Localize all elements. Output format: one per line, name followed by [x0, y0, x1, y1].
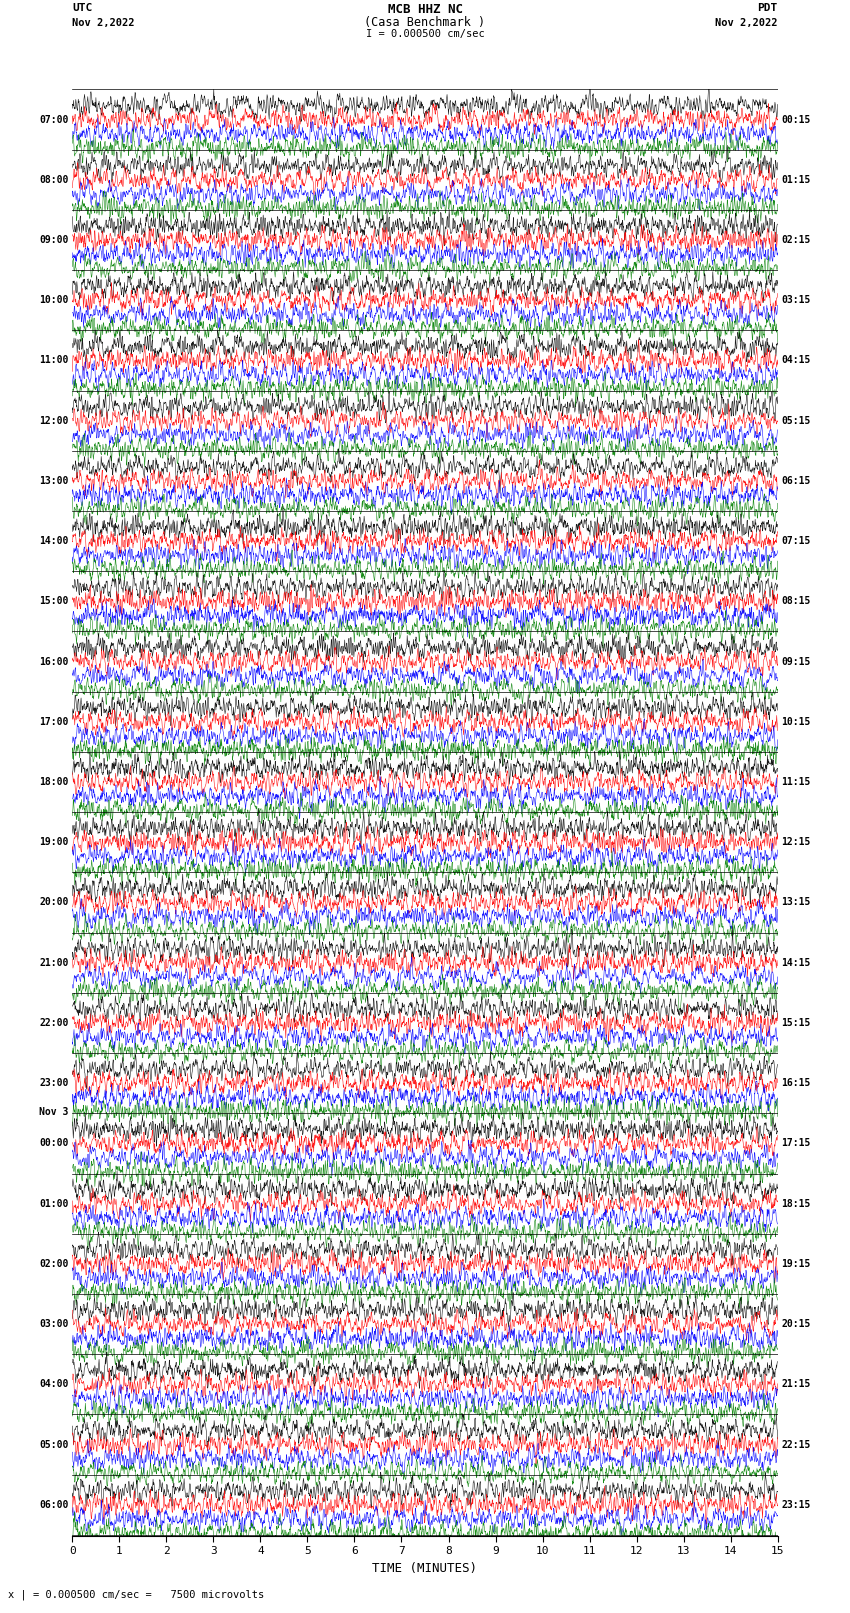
Text: 19:15: 19:15: [781, 1258, 811, 1269]
Text: 02:15: 02:15: [781, 235, 811, 245]
Text: 10:15: 10:15: [781, 716, 811, 727]
Text: 23:00: 23:00: [39, 1077, 69, 1089]
Text: 07:15: 07:15: [781, 536, 811, 547]
Text: UTC: UTC: [72, 3, 93, 13]
Text: 23:15: 23:15: [781, 1500, 811, 1510]
Text: 06:15: 06:15: [781, 476, 811, 486]
Text: 20:00: 20:00: [39, 897, 69, 908]
Text: 22:00: 22:00: [39, 1018, 69, 1027]
Text: 05:15: 05:15: [781, 416, 811, 426]
Text: 09:15: 09:15: [781, 656, 811, 666]
Text: 06:00: 06:00: [39, 1500, 69, 1510]
Text: 16:15: 16:15: [781, 1077, 811, 1089]
Text: 17:15: 17:15: [781, 1139, 811, 1148]
X-axis label: TIME (MINUTES): TIME (MINUTES): [372, 1561, 478, 1574]
Text: 14:15: 14:15: [781, 958, 811, 968]
Text: 07:00: 07:00: [39, 115, 69, 124]
Text: x | = 0.000500 cm/sec =   7500 microvolts: x | = 0.000500 cm/sec = 7500 microvolts: [8, 1589, 264, 1600]
Text: Nov 3: Nov 3: [39, 1108, 69, 1118]
Text: 10:00: 10:00: [39, 295, 69, 305]
Text: 13:00: 13:00: [39, 476, 69, 486]
Text: 11:15: 11:15: [781, 777, 811, 787]
Text: PDT: PDT: [757, 3, 778, 13]
Text: (Casa Benchmark ): (Casa Benchmark ): [365, 16, 485, 29]
Text: 04:00: 04:00: [39, 1379, 69, 1389]
Text: 21:00: 21:00: [39, 958, 69, 968]
Text: 18:00: 18:00: [39, 777, 69, 787]
Text: 14:00: 14:00: [39, 536, 69, 547]
Text: MCB HHZ NC: MCB HHZ NC: [388, 3, 462, 16]
Text: 05:00: 05:00: [39, 1439, 69, 1450]
Text: 20:15: 20:15: [781, 1319, 811, 1329]
Text: 16:00: 16:00: [39, 656, 69, 666]
Text: 01:00: 01:00: [39, 1198, 69, 1208]
Text: 12:00: 12:00: [39, 416, 69, 426]
Text: 00:15: 00:15: [781, 115, 811, 124]
Text: I = 0.000500 cm/sec: I = 0.000500 cm/sec: [366, 29, 484, 39]
Text: 09:00: 09:00: [39, 235, 69, 245]
Text: 22:15: 22:15: [781, 1439, 811, 1450]
Text: 13:15: 13:15: [781, 897, 811, 908]
Text: 00:00: 00:00: [39, 1139, 69, 1148]
Text: 01:15: 01:15: [781, 174, 811, 185]
Text: 11:00: 11:00: [39, 355, 69, 366]
Text: 03:15: 03:15: [781, 295, 811, 305]
Text: 21:15: 21:15: [781, 1379, 811, 1389]
Text: 17:00: 17:00: [39, 716, 69, 727]
Text: 04:15: 04:15: [781, 355, 811, 366]
Text: 08:00: 08:00: [39, 174, 69, 185]
Text: 12:15: 12:15: [781, 837, 811, 847]
Text: 02:00: 02:00: [39, 1258, 69, 1269]
Text: 19:00: 19:00: [39, 837, 69, 847]
Text: 03:00: 03:00: [39, 1319, 69, 1329]
Text: 15:00: 15:00: [39, 597, 69, 606]
Text: 15:15: 15:15: [781, 1018, 811, 1027]
Text: Nov 2,2022: Nov 2,2022: [72, 18, 135, 27]
Text: 18:15: 18:15: [781, 1198, 811, 1208]
Text: Nov 2,2022: Nov 2,2022: [715, 18, 778, 27]
Text: 08:15: 08:15: [781, 597, 811, 606]
